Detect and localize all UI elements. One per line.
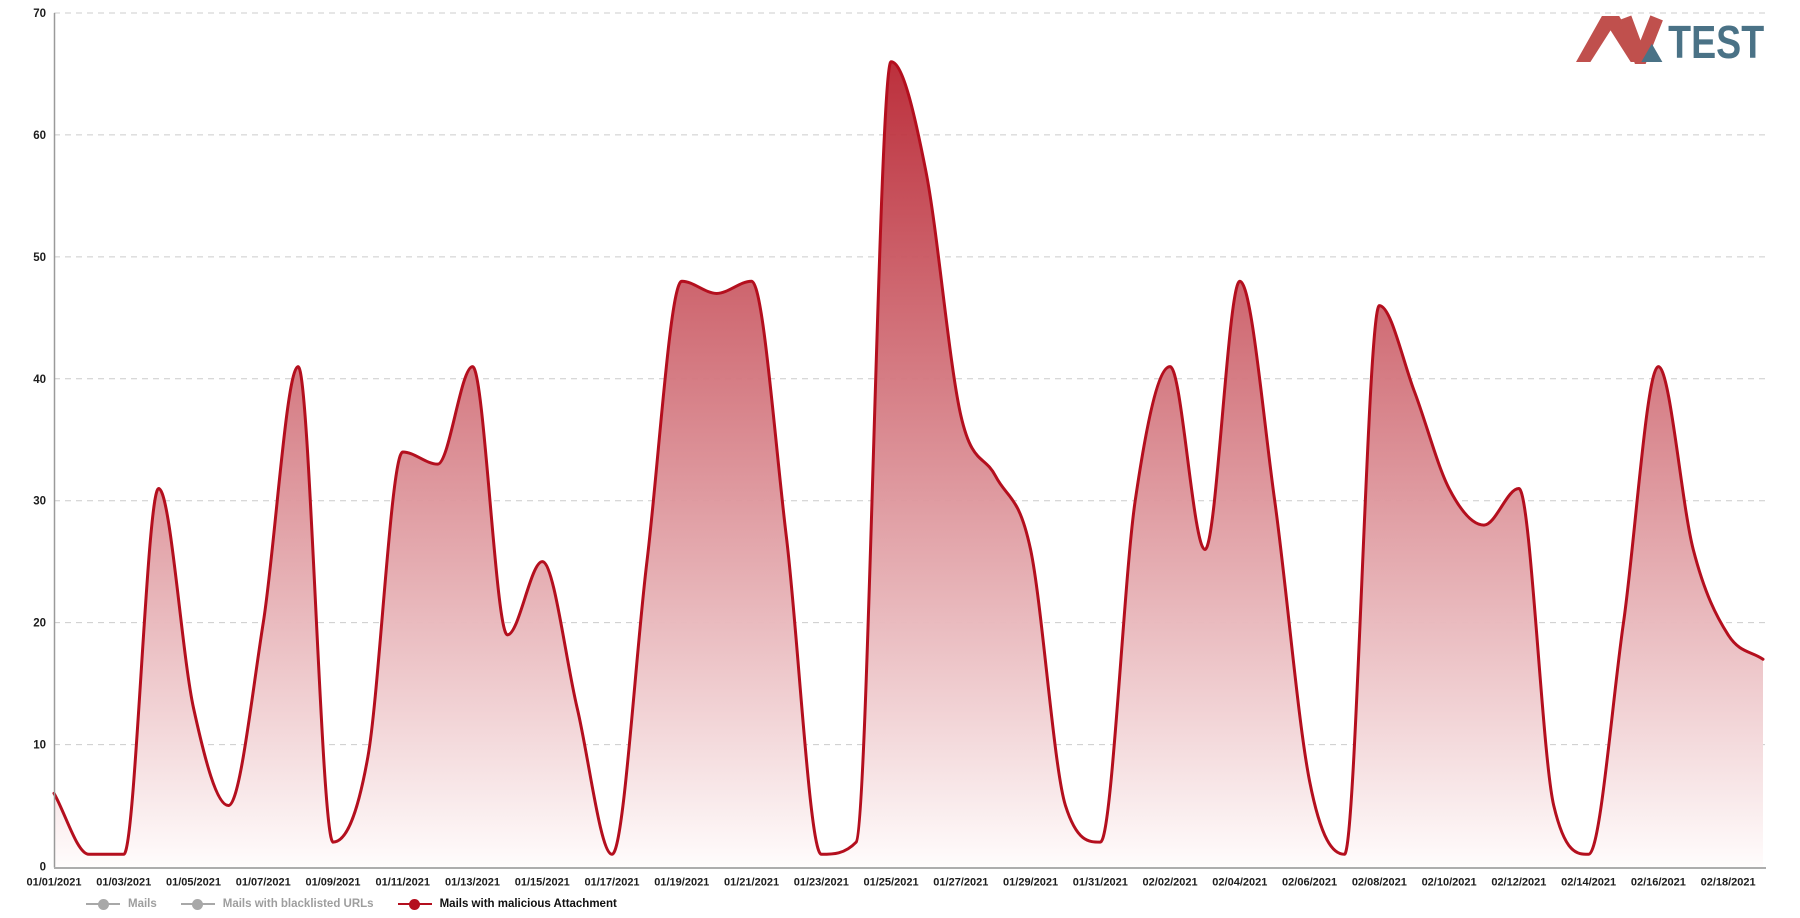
x-tick-label: 01/07/2021 xyxy=(236,877,291,889)
series-line-mails-with-malicious-attachment xyxy=(52,60,1765,856)
x-tick-label: 01/19/2021 xyxy=(654,877,709,889)
x-tick-label: 01/03/2021 xyxy=(96,877,151,889)
legend-marker-mails-icon xyxy=(86,897,120,910)
x-tick-label: 02/12/2021 xyxy=(1491,877,1546,889)
y-tick-label: 20 xyxy=(33,618,46,630)
x-tick-label: 01/21/2021 xyxy=(724,877,779,889)
x-tick-label: 02/16/2021 xyxy=(1631,877,1686,889)
x-tick-label: 01/29/2021 xyxy=(1003,877,1058,889)
legend-label-mails: Mails xyxy=(128,897,157,910)
logo-a-glyph xyxy=(1576,15,1646,63)
y-tick-label: 0 xyxy=(40,862,46,874)
x-tick-label: 01/05/2021 xyxy=(166,877,221,889)
legend-item-mails[interactable]: Mails xyxy=(86,897,157,910)
x-tick-label: 01/25/2021 xyxy=(864,877,919,889)
x-tick-label: 02/18/2021 xyxy=(1701,877,1756,889)
avtest-logo-mark xyxy=(1576,15,1663,64)
y-tick-label: 10 xyxy=(33,740,46,752)
x-tick-label: 01/13/2021 xyxy=(445,877,500,889)
legend: Mails Mails with blacklisted URLs Mails … xyxy=(86,897,617,910)
legend-label-blacklisted: Mails with blacklisted URLs xyxy=(222,897,374,910)
series-area-fill xyxy=(54,61,1763,867)
y-tick-label: 70 xyxy=(33,8,46,20)
x-tick-label: 01/23/2021 xyxy=(794,877,849,889)
avtest-logo: TEST xyxy=(1576,15,1764,64)
x-tick-label: 01/17/2021 xyxy=(585,877,640,889)
x-tick-label: 01/09/2021 xyxy=(305,877,360,889)
legend-label-malicious: Mails with malicious Attachment xyxy=(439,897,617,910)
x-tick-label: 02/02/2021 xyxy=(1143,877,1198,889)
y-tick-label: 60 xyxy=(33,130,46,142)
logo-text: TEST xyxy=(1668,16,1764,64)
logo-triangle-glyph xyxy=(1641,43,1663,63)
legend-marker-blacklisted-icon xyxy=(180,897,215,910)
x-tick-label: 02/06/2021 xyxy=(1282,877,1337,889)
x-tick-label: 01/01/2021 xyxy=(26,877,81,889)
x-tick-label: 01/15/2021 xyxy=(515,877,570,889)
x-tick-label: 01/11/2021 xyxy=(376,877,430,889)
y-tick-label: 50 xyxy=(33,252,46,264)
y-tick-label: 30 xyxy=(33,496,46,508)
x-tick-label: 02/08/2021 xyxy=(1352,877,1407,889)
y-axis-labels: 0 10 20 30 40 50 60 70 xyxy=(33,8,46,874)
y-tick-label: 40 xyxy=(33,374,46,386)
x-tick-label: 01/31/2021 xyxy=(1073,877,1128,889)
x-tick-label: 02/04/2021 xyxy=(1212,877,1267,889)
logo-v-glyph xyxy=(1618,15,1663,64)
x-axis-labels: 01/01/2021 01/03/2021 01/05/2021 01/07/2021… xyxy=(26,877,1755,889)
legend-item-mails-malicious-attachment[interactable]: Mails with malicious Attachment xyxy=(397,897,617,910)
x-tick-label: 02/14/2021 xyxy=(1561,877,1616,889)
x-tick-label: 01/27/2021 xyxy=(933,877,988,889)
legend-item-mails-blacklisted-urls[interactable]: Mails with blacklisted URLs xyxy=(180,897,374,910)
x-tick-label: 02/10/2021 xyxy=(1422,877,1477,889)
legend-marker-malicious-icon xyxy=(397,897,432,910)
